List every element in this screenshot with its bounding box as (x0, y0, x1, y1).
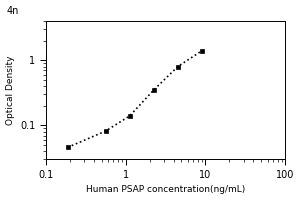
Text: 4n: 4n (7, 6, 19, 16)
X-axis label: Human PSAP concentration(ng/mL): Human PSAP concentration(ng/mL) (86, 185, 245, 194)
Y-axis label: Optical Density: Optical Density (6, 56, 15, 125)
